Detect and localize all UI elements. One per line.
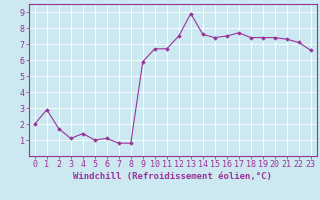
X-axis label: Windchill (Refroidissement éolien,°C): Windchill (Refroidissement éolien,°C) (73, 172, 272, 181)
